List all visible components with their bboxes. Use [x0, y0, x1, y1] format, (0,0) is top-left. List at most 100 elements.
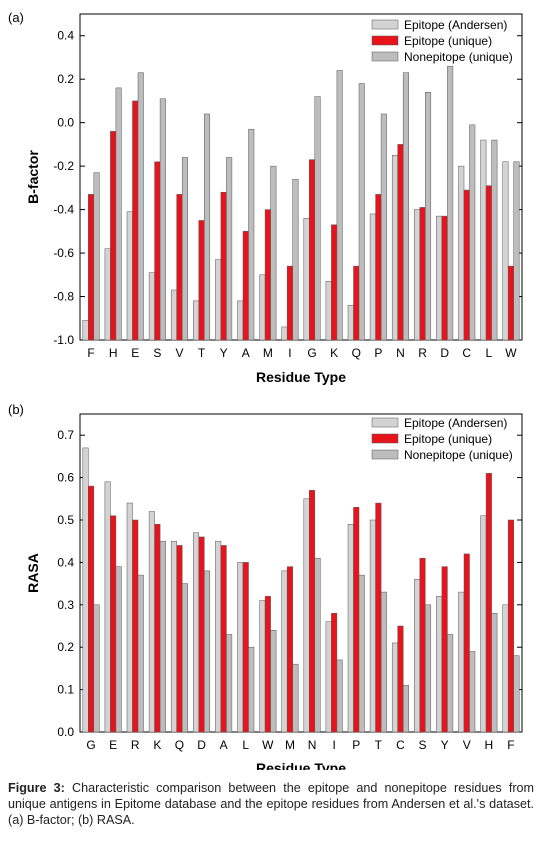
bar-E-series-1 — [104, 481, 111, 733]
bar-H-series-3 — [491, 613, 498, 733]
bar-M-series-1 — [259, 274, 266, 341]
bar-M-series-2 — [286, 566, 293, 733]
bar-K-series-2 — [331, 224, 338, 341]
bar-H-series-2 — [485, 473, 492, 733]
caption-text: Characteristic comparison between the ep… — [8, 781, 535, 827]
x-tick-label: D — [440, 346, 449, 360]
y-tick-label: 0.3 — [57, 598, 74, 612]
bar-L-series-3 — [491, 139, 498, 341]
bar-Y-series-1 — [215, 259, 222, 341]
bar-P-series-2 — [375, 194, 382, 341]
x-tick-label: F — [507, 738, 514, 752]
x-tick-label: R — [418, 346, 427, 360]
y-tick-label: 0.0 — [57, 725, 74, 739]
bar-T-series-2 — [198, 220, 205, 341]
bar-N-series-2 — [309, 490, 316, 733]
bar-R-series-1 — [414, 209, 421, 341]
bar-G-series-1 — [303, 218, 310, 341]
bar-V-series-2 — [176, 194, 183, 341]
bar-I-series-1 — [325, 621, 332, 733]
bar-G-series-2 — [309, 159, 316, 341]
bar-M-series-1 — [281, 570, 288, 733]
legend-label: Epitope (unique) — [404, 432, 492, 446]
panel-label: (b) — [8, 402, 24, 417]
bar-T-series-3 — [204, 113, 211, 341]
bar-G-series-3 — [93, 604, 100, 733]
bar-E-series-3 — [115, 566, 122, 733]
bar-A-series-3 — [226, 634, 233, 733]
bar-D-series-2 — [441, 215, 448, 341]
bar-A-series-1 — [215, 540, 222, 733]
x-tick-label: I — [288, 346, 291, 360]
bar-R-series-2 — [132, 519, 139, 733]
bar-R-series-1 — [126, 502, 133, 733]
bar-M-series-3 — [292, 663, 299, 733]
bar-V-series-3 — [469, 651, 476, 733]
bar-R-series-3 — [425, 91, 432, 341]
legend-label: Epitope (unique) — [404, 34, 492, 48]
bar-C-series-1 — [391, 642, 398, 733]
x-tick-label: H — [485, 738, 494, 752]
bar-E-series-2 — [132, 100, 139, 341]
bar-F-series-1 — [502, 604, 509, 733]
bar-R-series-2 — [419, 207, 426, 341]
bar-N-series-3 — [314, 557, 321, 733]
bar-P-series-3 — [380, 113, 387, 341]
bar-C-series-3 — [402, 685, 409, 733]
bar-W-series-3 — [270, 629, 277, 733]
x-tick-label: T — [375, 738, 383, 752]
x-tick-label: Y — [441, 738, 449, 752]
y-tick-label: 0.2 — [57, 640, 74, 654]
x-tick-label: V — [175, 346, 183, 360]
y-axis-label: B-factor — [25, 150, 41, 204]
bar-Q-series-1 — [170, 540, 177, 733]
bar-L-series-1 — [237, 562, 244, 733]
figure-caption: Figure 3: Characteristic comparison betw… — [8, 780, 534, 828]
x-tick-label: A — [242, 346, 250, 360]
bar-F-series-2 — [88, 194, 95, 341]
bar-G-series-2 — [88, 485, 95, 733]
y-tick-label: -1.0 — [53, 333, 74, 347]
y-tick-label: 0.2 — [57, 72, 74, 86]
figure: (a) -1.0 -0.8 -0.6 -0.4 -0.2 0.0 0.2 0.4 B-factor… — [8, 10, 523, 770]
chart-panel-a: (a) -1.0 -0.8 -0.6 -0.4 -0.2 0.0 0.2 0.4 B-factor… — [8, 10, 523, 385]
bar-L-series-1 — [480, 139, 487, 341]
panel-label: (a) — [8, 10, 24, 25]
legend-label: Epitope (Andersen) — [404, 18, 507, 32]
bar-R-series-3 — [137, 574, 144, 733]
bar-D-series-2 — [198, 536, 205, 733]
bar-T-series-1 — [369, 519, 376, 733]
bar-I-series-3 — [336, 659, 343, 733]
legend-swatch — [371, 35, 399, 46]
x-tick-label: E — [131, 346, 139, 360]
x-tick-label: I — [332, 738, 335, 752]
bar-D-series-1 — [436, 215, 443, 341]
bar-Q-series-2 — [353, 265, 360, 341]
bar-N-series-2 — [397, 144, 404, 341]
x-tick-label: T — [198, 346, 206, 360]
bar-C-series-3 — [469, 124, 476, 341]
bar-Q-series-3 — [358, 83, 365, 341]
x-tick-label: M — [285, 738, 295, 752]
bar-K-series-3 — [336, 70, 343, 341]
legend-swatch — [371, 51, 399, 62]
legend-swatch — [371, 19, 399, 30]
x-tick-label: N — [308, 738, 317, 752]
bar-W-series-1 — [502, 161, 509, 341]
bar-T-series-3 — [380, 591, 387, 733]
bar-E-series-2 — [110, 515, 117, 733]
legend: Epitope (Andersen) Epitope (unique) Nonepi… — [371, 18, 513, 64]
bar-Y-series-1 — [436, 596, 443, 733]
bar-W-series-2 — [507, 265, 514, 341]
x-tick-label: R — [131, 738, 140, 752]
x-tick-label: K — [330, 346, 338, 360]
bar-I-series-3 — [292, 178, 299, 341]
bar-Q-series-3 — [181, 583, 188, 733]
x-tick-label: Y — [220, 346, 228, 360]
x-tick-label: D — [197, 738, 206, 752]
y-tick-label: 0.7 — [57, 428, 74, 442]
x-tick-label: Q — [352, 346, 361, 360]
bar-H-series-3 — [115, 87, 122, 341]
bar-F-series-2 — [507, 519, 514, 733]
bar-G-series-3 — [314, 96, 321, 341]
